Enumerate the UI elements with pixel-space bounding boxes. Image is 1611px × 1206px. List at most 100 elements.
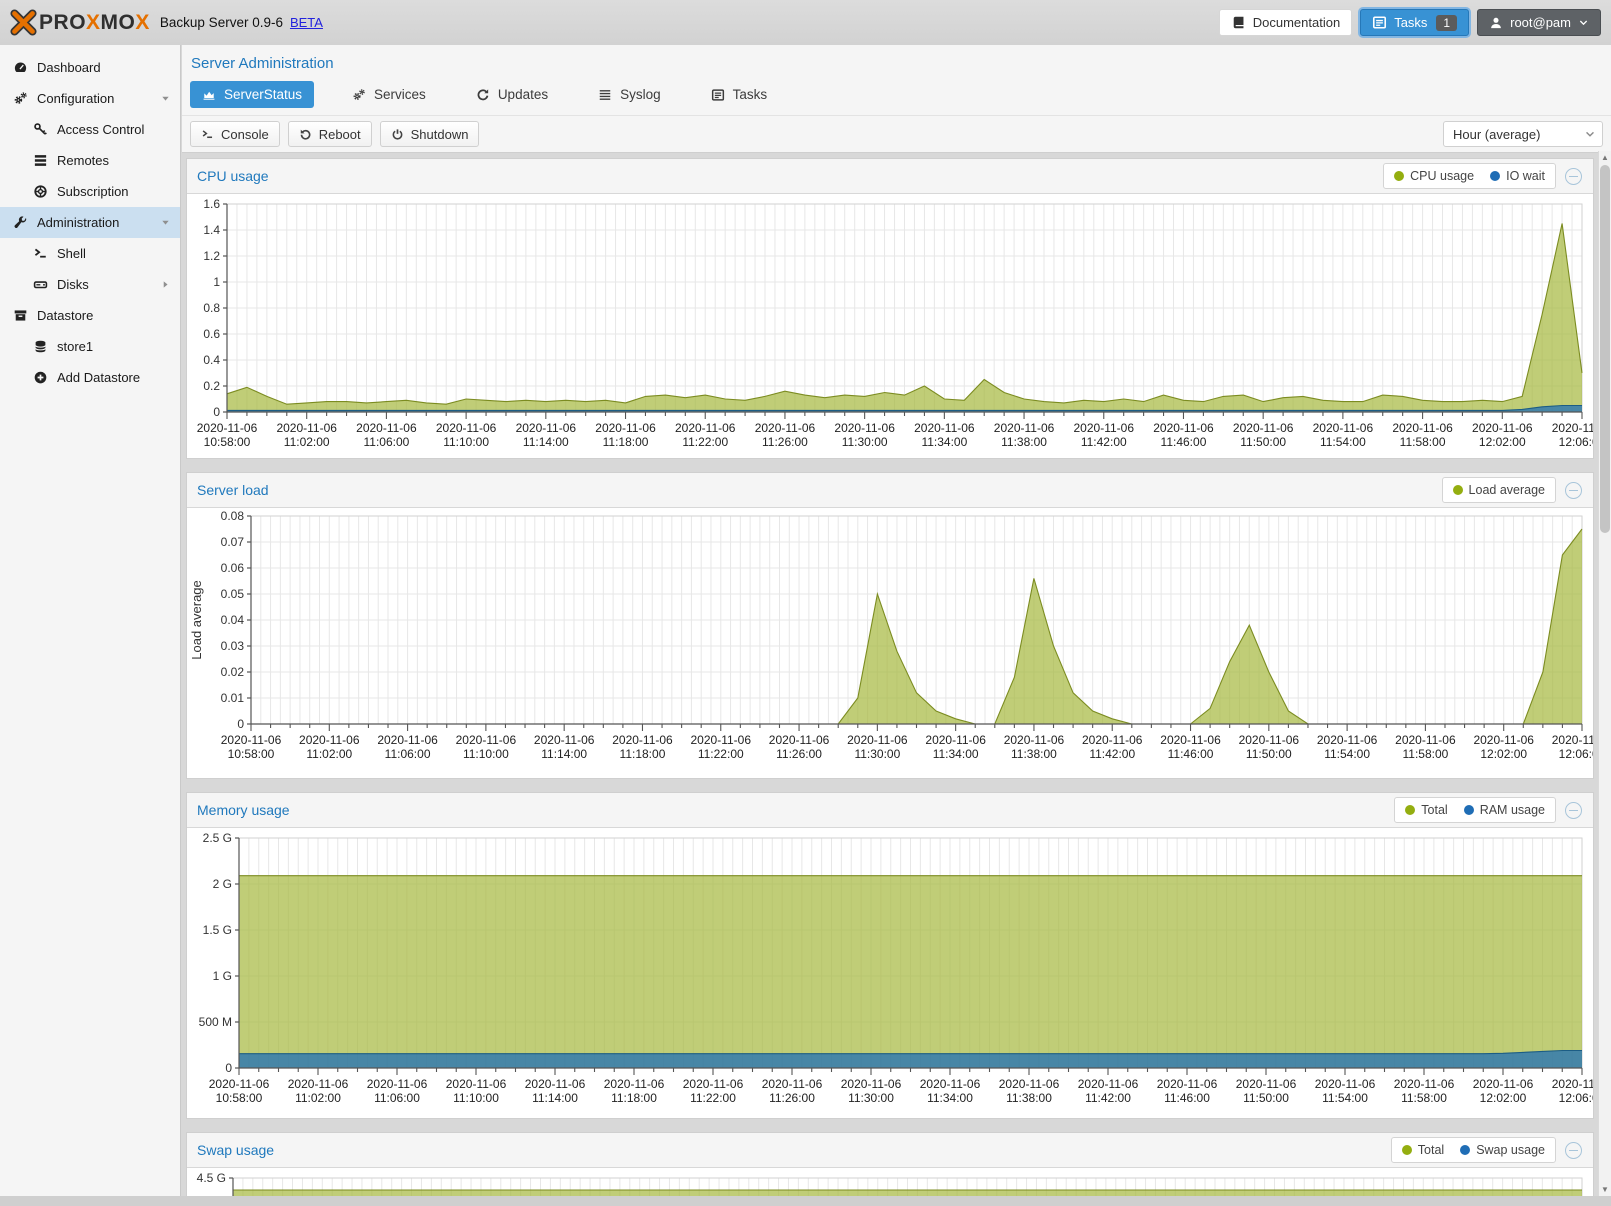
scroll-down-arrow[interactable]: ▼ xyxy=(1601,1185,1609,1194)
shutdown-button[interactable]: Shutdown xyxy=(379,121,480,147)
svg-text:11:34:00: 11:34:00 xyxy=(921,435,967,449)
user-menu-button[interactable]: root@pam xyxy=(1477,9,1601,36)
legend-item-load-average[interactable]: Load average xyxy=(1452,483,1545,497)
tasks-label: Tasks xyxy=(1394,15,1428,30)
page-title: Server Administration xyxy=(191,55,334,72)
svg-text:4.5 G: 4.5 G xyxy=(197,1171,226,1185)
sidebar-item-remotes[interactable]: Remotes xyxy=(0,145,180,176)
svg-text:11:42:00: 11:42:00 xyxy=(1085,1091,1131,1105)
svg-text:2020-11-06: 2020-11-06 xyxy=(446,1077,507,1091)
svg-text:0.4: 0.4 xyxy=(203,353,220,367)
svg-text:0: 0 xyxy=(213,405,220,419)
sidebar-item-disks[interactable]: Disks xyxy=(0,269,180,300)
svg-text:11:38:00: 11:38:00 xyxy=(1001,435,1047,449)
svg-text:2020-11-06: 2020-11-06 xyxy=(675,421,736,435)
svg-text:0: 0 xyxy=(225,1061,232,1075)
svg-text:2020-11-06: 2020-11-06 xyxy=(994,421,1055,435)
legend-item-cpu-usage[interactable]: CPU usage xyxy=(1394,169,1474,183)
proxmox-x-icon xyxy=(10,9,37,36)
svg-text:0.04: 0.04 xyxy=(221,613,245,627)
tab-services[interactable]: Services xyxy=(340,81,438,108)
legend-item-io-wait[interactable]: IO wait xyxy=(1490,169,1545,183)
timeframe-select[interactable]: Hour (average) xyxy=(1443,121,1603,147)
beta-link[interactable]: BETA xyxy=(289,15,323,30)
collapse-panel-icon[interactable] xyxy=(1565,168,1582,185)
gears-icon xyxy=(12,91,28,106)
scrollbar-thumb[interactable] xyxy=(1600,165,1610,533)
legend-item-ram-usage[interactable]: RAM usage xyxy=(1463,803,1545,817)
tab-syslog[interactable]: Syslog xyxy=(586,81,673,108)
sidebar-item-add-datastore[interactable]: Add Datastore xyxy=(0,362,180,393)
svg-text:11:10:00: 11:10:00 xyxy=(453,1091,499,1105)
panel-header: Memory usage Total RAM usage xyxy=(187,793,1593,828)
svg-text:2020-11-06: 2020-11-06 xyxy=(1315,1077,1376,1091)
documentation-label: Documentation xyxy=(1252,15,1341,30)
sidebar-item-datastore[interactable]: Datastore xyxy=(0,300,180,331)
svg-text:11:34:00: 11:34:00 xyxy=(933,747,979,761)
sidebar-item-label: Remotes xyxy=(57,153,110,168)
legend-dot-icon xyxy=(1394,171,1405,181)
tab-label: Services xyxy=(374,87,426,102)
svg-text:11:02:00: 11:02:00 xyxy=(284,435,330,449)
scroll-up-arrow[interactable]: ▲ xyxy=(1601,153,1609,162)
svg-text:11:18:00: 11:18:00 xyxy=(603,435,649,449)
tab-serverstatus[interactable]: ServerStatus xyxy=(190,81,315,108)
brand-logo: PROXMOX Backup Server 0.9-6 BETA xyxy=(10,9,323,36)
panel-header: CPU usage CPU usage IO wait xyxy=(187,159,1593,194)
svg-text:2020-11-06: 2020-11-06 xyxy=(377,733,438,747)
legend-label: IO wait xyxy=(1506,169,1545,183)
svg-text:2020-11-06: 2020-11-06 xyxy=(534,733,595,747)
collapse-panel-icon[interactable] xyxy=(1565,1142,1582,1159)
svg-text:11:22:00: 11:22:00 xyxy=(682,435,728,449)
sidebar-item-configuration[interactable]: Configuration xyxy=(0,83,180,114)
svg-text:11:58:00: 11:58:00 xyxy=(1400,435,1446,449)
reboot-button[interactable]: Reboot xyxy=(287,121,372,147)
svg-text:11:46:00: 11:46:00 xyxy=(1164,1091,1210,1105)
tab-updates[interactable]: Updates xyxy=(464,81,560,108)
svg-text:11:58:00: 11:58:00 xyxy=(1402,747,1448,761)
chart-legend: CPU usage IO wait xyxy=(1383,163,1556,189)
svg-text:11:30:00: 11:30:00 xyxy=(848,1091,894,1105)
svg-text:2020-11-06: 2020-11-06 xyxy=(221,733,282,747)
chart-svg-cpu-usage: 00.20.40.60.811.21.41.62020-11-0610:58:0… xyxy=(197,197,1593,449)
legend-dot-icon xyxy=(1463,805,1474,815)
svg-text:11:34:00: 11:34:00 xyxy=(927,1091,973,1105)
sidebar-item-store1[interactable]: store1 xyxy=(0,331,180,362)
tasks-button[interactable]: Tasks 1 xyxy=(1360,9,1470,36)
svg-text:11:26:00: 11:26:00 xyxy=(769,1091,815,1105)
svg-text:2020-11-06: 2020-11-06 xyxy=(1394,1077,1455,1091)
chevron-down-icon xyxy=(1578,17,1589,28)
vertical-scrollbar[interactable]: ▲ ▼ xyxy=(1598,151,1611,1196)
svg-text:1.4: 1.4 xyxy=(203,223,220,237)
tab-tasks[interactable]: Tasks xyxy=(699,81,780,108)
legend-label: Total xyxy=(1421,803,1448,817)
svg-text:2020-11-06: 2020-11-06 xyxy=(604,1077,665,1091)
collapse-panel-icon[interactable] xyxy=(1565,482,1582,499)
sidebar-item-label: Subscription xyxy=(57,184,129,199)
svg-text:10:58:00: 10:58:00 xyxy=(228,747,275,761)
sidebar-item-dashboard[interactable]: Dashboard xyxy=(0,52,180,83)
legend-dot-icon xyxy=(1490,171,1501,181)
topbar: PROXMOX Backup Server 0.9-6 BETA Documen… xyxy=(0,0,1611,45)
chevron-down-icon xyxy=(1578,128,1602,140)
sidebar-item-administration[interactable]: Administration xyxy=(0,207,180,238)
svg-text:2020-11-06: 2020-11-06 xyxy=(755,421,816,435)
legend-item-total[interactable]: Total xyxy=(1401,1143,1444,1157)
gears-icon xyxy=(352,88,366,102)
sidebar-item-subscription[interactable]: Subscription xyxy=(0,176,180,207)
svg-text:0.8: 0.8 xyxy=(203,301,220,315)
sidebar-item-access-control[interactable]: Access Control xyxy=(0,114,180,145)
collapse-panel-icon[interactable] xyxy=(1565,802,1582,819)
legend-item-swap-usage[interactable]: Swap usage xyxy=(1460,1143,1545,1157)
svg-text:11:14:00: 11:14:00 xyxy=(532,1091,578,1105)
svg-text:2020-11-06: 2020-11-06 xyxy=(436,421,497,435)
sidebar-item-shell[interactable]: Shell xyxy=(0,238,180,269)
documentation-button[interactable]: Documentation xyxy=(1218,9,1353,36)
console-button[interactable]: Console xyxy=(190,121,280,147)
chart-svg-server-load: 0 0.01 0.02 0.03 0.04 0.05 0.06 0.07 0.08 2020-11… xyxy=(189,509,1593,761)
svg-text:2020-11-06: 2020-11-06 xyxy=(1239,733,1300,747)
svg-text:2020-11-06: 2020-11-06 xyxy=(1472,421,1533,435)
svg-text:12:02:00: 12:02:00 xyxy=(1479,435,1526,449)
undo-icon xyxy=(299,128,312,141)
legend-item-total[interactable]: Total xyxy=(1405,803,1448,817)
